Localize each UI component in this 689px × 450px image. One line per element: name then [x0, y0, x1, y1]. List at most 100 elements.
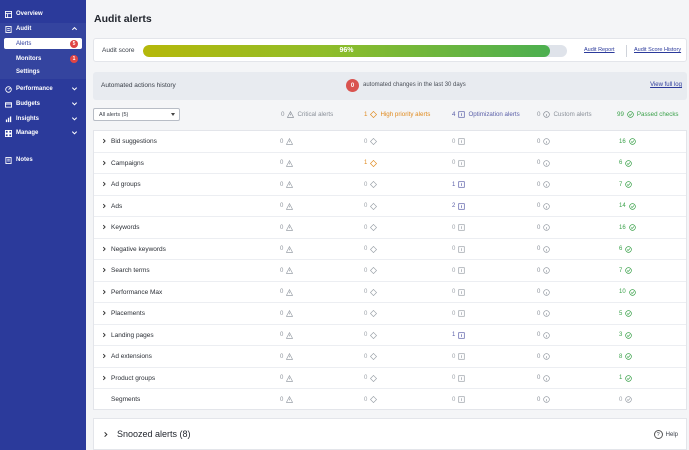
- cell-custom[interactable]: 0: [537, 202, 551, 210]
- cell-custom[interactable]: 0: [537, 374, 551, 382]
- cell-passed[interactable]: 6: [619, 245, 633, 253]
- cell-critical[interactable]: 0: [280, 374, 294, 382]
- cell-custom[interactable]: 0: [537, 224, 551, 231]
- sidebar-item-insights[interactable]: Insights: [4, 113, 82, 125]
- table-row[interactable]: Performance Max 0 0 0 0 10: [94, 282, 686, 303]
- cell-custom[interactable]: 0: [537, 396, 551, 403]
- cell-optimization[interactable]: 0: [452, 353, 465, 360]
- help-button[interactable]: ? Help: [653, 430, 678, 439]
- chevron-right-icon[interactable]: [101, 224, 107, 230]
- cell-passed[interactable]: 10: [619, 288, 636, 296]
- cell-high-priority[interactable]: 0: [364, 181, 378, 188]
- cell-custom[interactable]: 0: [537, 331, 551, 339]
- table-row[interactable]: Placements 0 0 0 0 5: [94, 303, 686, 325]
- cell-critical[interactable]: 0: [280, 353, 294, 360]
- audit-score-history-link[interactable]: Audit Score History: [634, 47, 682, 53]
- cell-optimization[interactable]: 2: [452, 202, 465, 210]
- chevron-right-icon[interactable]: [101, 160, 107, 166]
- header-high-priority[interactable]: 1 High priority alerts: [364, 111, 430, 118]
- table-row[interactable]: Keywords 0 0 0 0 16: [94, 217, 686, 239]
- chevron-right-icon[interactable]: [101, 203, 107, 209]
- table-row[interactable]: Search terms 0 0 0 0 7: [94, 260, 686, 282]
- cell-custom[interactable]: 0: [537, 159, 551, 167]
- cell-high-priority[interactable]: 0: [364, 138, 378, 145]
- chevron-right-icon[interactable]: [101, 246, 107, 252]
- cell-high-priority[interactable]: 0: [364, 374, 378, 382]
- audit-report-link[interactable]: Audit Report: [584, 47, 615, 53]
- cell-passed[interactable]: 6: [619, 159, 633, 167]
- cell-optimization[interactable]: 0: [452, 138, 465, 145]
- sidebar-item-overview[interactable]: Overview: [4, 8, 82, 20]
- cell-passed[interactable]: 7: [619, 181, 633, 188]
- cell-critical[interactable]: 0: [280, 331, 294, 339]
- chevron-right-icon[interactable]: [101, 332, 107, 338]
- cell-high-priority[interactable]: 0: [364, 288, 378, 296]
- cell-critical[interactable]: 0: [280, 138, 294, 145]
- header-custom[interactable]: 0 Custom alerts: [537, 111, 592, 118]
- chevron-right-icon[interactable]: [101, 375, 107, 381]
- cell-passed[interactable]: 0: [619, 396, 633, 403]
- table-row[interactable]: Bid suggestions 0 0 0 0 16: [94, 131, 686, 153]
- chevron-right-icon[interactable]: [101, 138, 107, 144]
- cell-custom[interactable]: 0: [537, 138, 551, 145]
- cell-critical[interactable]: 0: [280, 181, 294, 188]
- table-row[interactable]: Segments 0 0 0 0 0: [94, 389, 686, 411]
- cell-optimization[interactable]: 0: [452, 159, 465, 167]
- cell-critical[interactable]: 0: [280, 202, 294, 210]
- cell-custom[interactable]: 0: [537, 245, 551, 253]
- cell-custom[interactable]: 0: [537, 310, 551, 317]
- chevron-right-icon[interactable]: [101, 289, 107, 295]
- sidebar-item-audit[interactable]: Audit: [4, 23, 82, 35]
- header-optimization[interactable]: 4 Optimization alerts: [452, 111, 520, 118]
- cell-high-priority[interactable]: 0: [364, 245, 378, 253]
- cell-high-priority[interactable]: 0: [364, 267, 378, 274]
- sidebar-subitem-alerts[interactable]: Alerts 5: [4, 38, 82, 49]
- header-passed[interactable]: 99 Passed checks: [617, 111, 679, 118]
- sidebar-item-manage[interactable]: Manage: [4, 127, 82, 139]
- cell-optimization[interactable]: 0: [452, 310, 465, 317]
- table-row[interactable]: Landing pages 0 0 1 0 3: [94, 325, 686, 346]
- cell-custom[interactable]: 0: [537, 288, 551, 296]
- header-critical[interactable]: 0 Critical alerts: [281, 111, 333, 118]
- cell-passed[interactable]: 14: [619, 202, 636, 210]
- sidebar-item-performance[interactable]: Performance: [4, 83, 82, 95]
- cell-optimization[interactable]: 0: [452, 267, 465, 274]
- cell-critical[interactable]: 0: [280, 224, 294, 231]
- table-row[interactable]: Negative keywords 0 0 0 0 6: [94, 239, 686, 260]
- cell-high-priority[interactable]: 0: [364, 331, 378, 339]
- cell-custom[interactable]: 0: [537, 181, 551, 188]
- cell-critical[interactable]: 0: [280, 396, 294, 403]
- cell-critical[interactable]: 0: [280, 310, 294, 317]
- cell-critical[interactable]: 0: [280, 288, 294, 296]
- cell-critical[interactable]: 0: [280, 245, 294, 253]
- cell-passed[interactable]: 3: [619, 331, 633, 339]
- sidebar-subitem-settings[interactable]: Settings: [4, 66, 82, 77]
- view-full-log-link[interactable]: View full log: [650, 82, 682, 88]
- cell-high-priority[interactable]: 0: [364, 224, 378, 231]
- cell-optimization[interactable]: 1: [452, 181, 465, 188]
- table-row[interactable]: Product groups 0 0 0 0 1: [94, 368, 686, 389]
- cell-high-priority[interactable]: 1: [364, 159, 378, 167]
- table-row[interactable]: Ad extensions 0 0 0 0 8: [94, 346, 686, 368]
- cell-passed[interactable]: 1: [619, 374, 633, 382]
- cell-passed[interactable]: 5: [619, 310, 633, 317]
- alerts-filter-select[interactable]: All alerts (5): [93, 108, 180, 121]
- cell-critical[interactable]: 0: [280, 159, 294, 167]
- cell-optimization[interactable]: 0: [452, 245, 465, 253]
- cell-critical[interactable]: 0: [280, 267, 294, 274]
- chevron-right-icon[interactable]: [101, 267, 107, 273]
- cell-high-priority[interactable]: 0: [364, 353, 378, 360]
- chevron-right-icon[interactable]: [101, 353, 107, 359]
- cell-optimization[interactable]: 0: [452, 396, 465, 403]
- cell-passed[interactable]: 16: [619, 224, 636, 231]
- cell-optimization[interactable]: 0: [452, 224, 465, 231]
- chevron-right-icon[interactable]: [101, 181, 107, 187]
- cell-passed[interactable]: 16: [619, 138, 636, 145]
- cell-optimization[interactable]: 0: [452, 288, 465, 296]
- cell-custom[interactable]: 0: [537, 267, 551, 274]
- cell-passed[interactable]: 8: [619, 353, 633, 360]
- table-row[interactable]: Campaigns 0 1 0 0 6: [94, 153, 686, 174]
- snoozed-alerts-panel[interactable]: Snoozed alerts (8) ? Help: [93, 418, 687, 450]
- table-row[interactable]: Ads 0 0 2 0 14: [94, 196, 686, 217]
- cell-high-priority[interactable]: 0: [364, 396, 378, 403]
